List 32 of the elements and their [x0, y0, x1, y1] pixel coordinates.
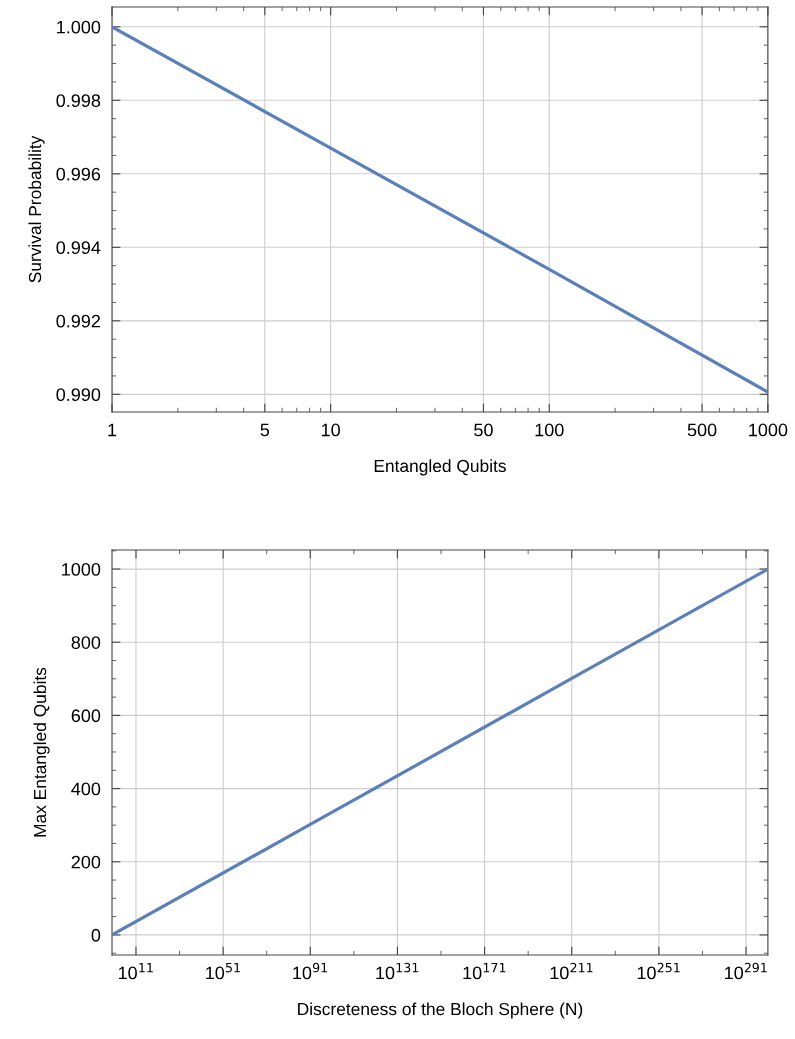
x-tick-label: 100: [535, 423, 564, 437]
y-tick-label: 600: [71, 709, 101, 723]
line-series: [112, 25, 768, 394]
x-tick-label: 10$^{251}$: [637, 962, 680, 980]
y-tick-label: 0.994: [56, 241, 101, 255]
x-tick-label: 10$^{91}$: [293, 962, 328, 980]
x-tick-label: 1: [108, 423, 117, 437]
x-tick-label: 50: [474, 423, 493, 437]
y-tick-label: 400: [71, 782, 101, 796]
y-tick-label: 1000: [62, 563, 101, 576]
y-tick-label: 0.996: [56, 167, 101, 181]
x-tick-label: 10$^{51}$: [206, 962, 240, 980]
x-axis-title: Discreteness of the Bloch Sphere (N): [298, 1002, 583, 1019]
y-tick-label: 0.990: [56, 388, 101, 402]
x-tick-label: 10: [321, 423, 340, 437]
y-axis-title: Survival Probability: [28, 135, 45, 283]
y-tick-label: 1.000: [57, 20, 101, 34]
x-tick-label: 1000: [749, 423, 788, 437]
x-axis-title: Entangled Qubits: [374, 459, 506, 476]
x-tick-label: 10$^{211}$: [550, 962, 593, 980]
x-tick-label: 5: [260, 423, 270, 437]
x-tick-label: 10$^{171}$: [463, 962, 506, 980]
y-tick-label: 800: [71, 636, 101, 649]
y-tick-label: 0.998: [56, 94, 101, 108]
x-tick-label: 10$^{11}$: [118, 962, 153, 980]
y-tick-label: 200: [71, 855, 101, 869]
y-tick-label: 0.992: [56, 314, 100, 328]
y-axis-title: Max Entangled Qubits: [33, 667, 50, 837]
x-tick-label: 10$^{291}$: [725, 962, 767, 980]
x-tick-label: 10$^{131}$: [376, 962, 419, 980]
y-tick-label: 0: [91, 928, 101, 942]
x-tick-label: 500: [687, 423, 717, 437]
